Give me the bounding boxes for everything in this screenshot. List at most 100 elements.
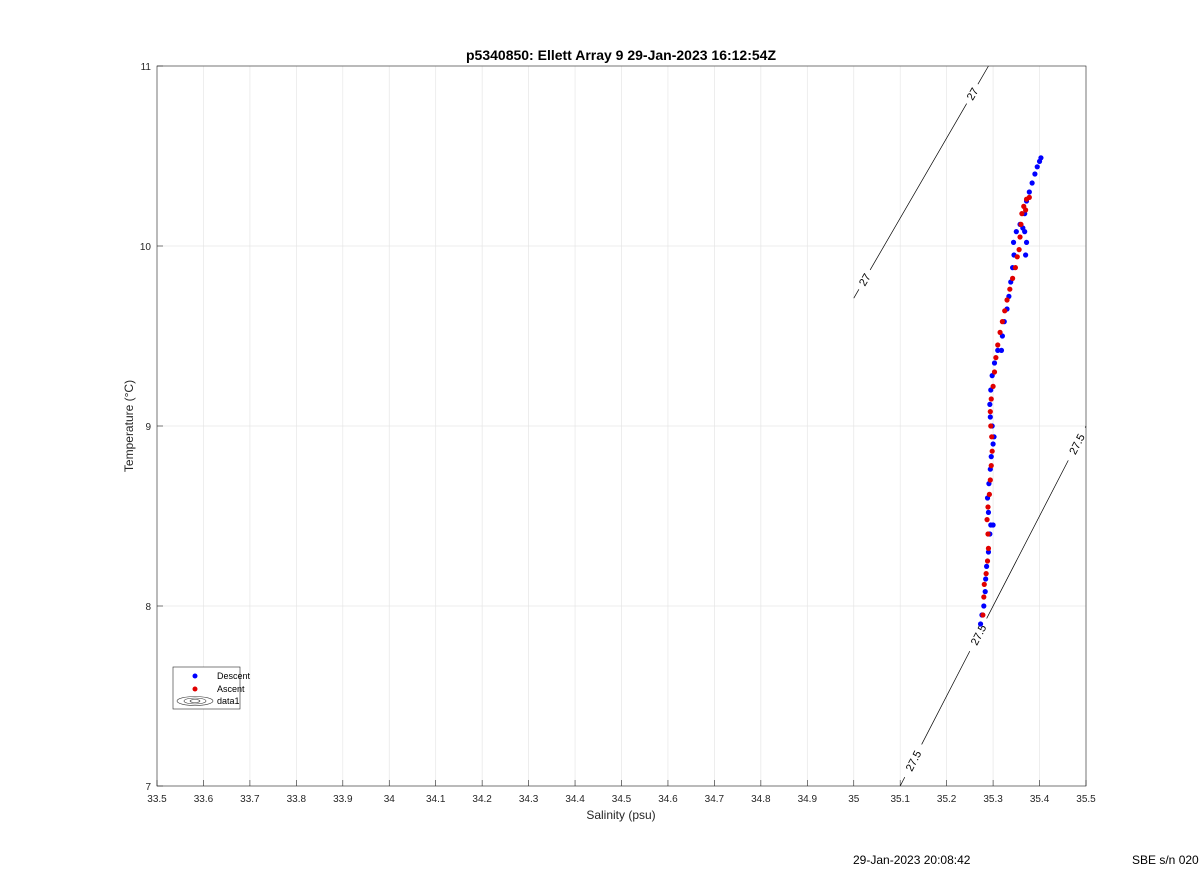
x-tick-label: 34.8 <box>751 794 771 805</box>
ascent-point <box>1026 194 1032 200</box>
ascent-point <box>1014 254 1020 260</box>
ascent-point <box>1002 308 1008 314</box>
x-axis-label: Salinity (psu) <box>586 808 655 822</box>
y-axis-label: Temperature (°C) <box>122 380 136 472</box>
descent-point <box>987 401 993 407</box>
ascent-point <box>1016 247 1022 253</box>
legend-descent-marker <box>192 673 198 679</box>
x-tick-label: 35.1 <box>890 794 910 805</box>
x-tick-label: 35.4 <box>1030 794 1050 805</box>
x-tick-label: 33.8 <box>287 794 307 805</box>
y-tick-label: 11 <box>141 62 152 73</box>
ascent-point <box>1004 297 1010 303</box>
ascent-point <box>1018 221 1024 227</box>
legend-data1-label: data1 <box>217 696 240 706</box>
descent-point <box>1034 164 1040 170</box>
y-tick-label: 9 <box>145 422 151 433</box>
ascent-point <box>980 612 986 618</box>
legend-ascent-label: Ascent <box>217 684 245 694</box>
y-tick-label: 7 <box>145 782 151 793</box>
x-tick-label: 35.2 <box>937 794 957 805</box>
ascent-point <box>988 463 994 469</box>
x-axis-ticks: 33.5 33.6 33.7 33.8 33.9 34 34.1 34.2 34.3 34.4 34… <box>147 780 1096 805</box>
descent-point <box>1029 180 1035 186</box>
x-tick-label: 34.2 <box>472 794 492 805</box>
descent-point <box>1023 252 1029 258</box>
y-tick-label: 8 <box>145 602 151 613</box>
descent-point <box>988 522 994 528</box>
descent-point <box>977 621 984 627</box>
data-points <box>977 155 1044 627</box>
ascent-point <box>1012 265 1018 271</box>
ascent-point <box>1010 275 1016 281</box>
descent-point <box>998 347 1005 353</box>
ascent-point <box>988 396 994 402</box>
ascent-point <box>1023 207 1029 213</box>
contour-line-segment <box>853 289 860 299</box>
ascent-point <box>1017 234 1023 240</box>
ascent-point <box>995 342 1001 348</box>
ascent-point <box>1019 211 1025 217</box>
x-tick-label: 35.3 <box>983 794 1003 805</box>
chart-title: p5340850: Ellett Array 9 29-Jan-2023 16:… <box>466 47 776 63</box>
descent-point <box>985 509 992 515</box>
ascent-point <box>984 517 990 523</box>
ascent-point <box>989 434 995 440</box>
x-tick-label: 33.9 <box>333 794 353 805</box>
ascent-point <box>986 491 992 497</box>
ascent-point <box>989 448 995 454</box>
x-tick-label: 34.1 <box>426 794 446 805</box>
footer-timestamp: 29-Jan-2023 20:08:42 <box>853 853 971 867</box>
ascent-point <box>981 594 987 600</box>
descent-point <box>995 347 1001 353</box>
ascent-point <box>983 571 989 577</box>
x-tick-label: 34.9 <box>798 794 818 805</box>
ascent-point <box>985 504 991 510</box>
ascent-point <box>999 319 1005 325</box>
descent-point <box>985 549 992 555</box>
x-tick-label: 33.7 <box>240 794 260 805</box>
ascent-point <box>991 369 998 375</box>
x-tick-label: 34.5 <box>612 794 632 805</box>
descent-point <box>988 454 994 460</box>
ascent-point <box>984 558 991 564</box>
descent-point <box>982 589 988 595</box>
x-tick-label: 34.4 <box>565 794 585 805</box>
ascent-point <box>985 545 992 552</box>
ascent-point <box>988 423 994 429</box>
y-tick-label: 10 <box>140 242 152 253</box>
contour-line-segment <box>986 460 1069 619</box>
ascent-point <box>987 477 993 483</box>
descent-point <box>991 360 998 366</box>
contour-line-segment <box>869 103 967 271</box>
x-tick-label: 34.7 <box>705 794 725 805</box>
ascent-point <box>987 409 993 415</box>
descent-point <box>981 603 987 609</box>
x-tick-label: 35 <box>848 794 860 805</box>
x-tick-label: 34.3 <box>519 794 539 805</box>
descent-point <box>983 576 989 582</box>
ascent-point <box>981 581 987 588</box>
contour-label: 27 <box>857 272 874 289</box>
x-tick-label: 34.6 <box>658 794 678 805</box>
legend-descent-label: Descent <box>217 671 251 681</box>
y-axis-ticks: 7 8 9 10 11 <box>140 62 163 793</box>
ascent-point <box>990 383 996 389</box>
descent-point <box>990 441 996 447</box>
ascent-point <box>997 329 1003 335</box>
descent-point <box>983 563 990 570</box>
ascent-point <box>993 355 999 361</box>
contour-label: 27 <box>965 86 982 103</box>
descent-point <box>1013 229 1019 235</box>
descent-point <box>1032 171 1038 177</box>
contour-line-segment <box>977 65 989 85</box>
descent-point <box>1026 189 1032 195</box>
descent-point <box>987 414 993 420</box>
footer-serial: SBE s/n 020 <box>1132 853 1199 867</box>
descent-point <box>1010 239 1017 245</box>
x-tick-label: 34 <box>384 794 396 805</box>
x-tick-label: 35.5 <box>1076 794 1096 805</box>
descent-point <box>1023 239 1030 245</box>
x-tick-label: 33.5 <box>147 794 167 805</box>
ascent-point <box>985 531 991 537</box>
